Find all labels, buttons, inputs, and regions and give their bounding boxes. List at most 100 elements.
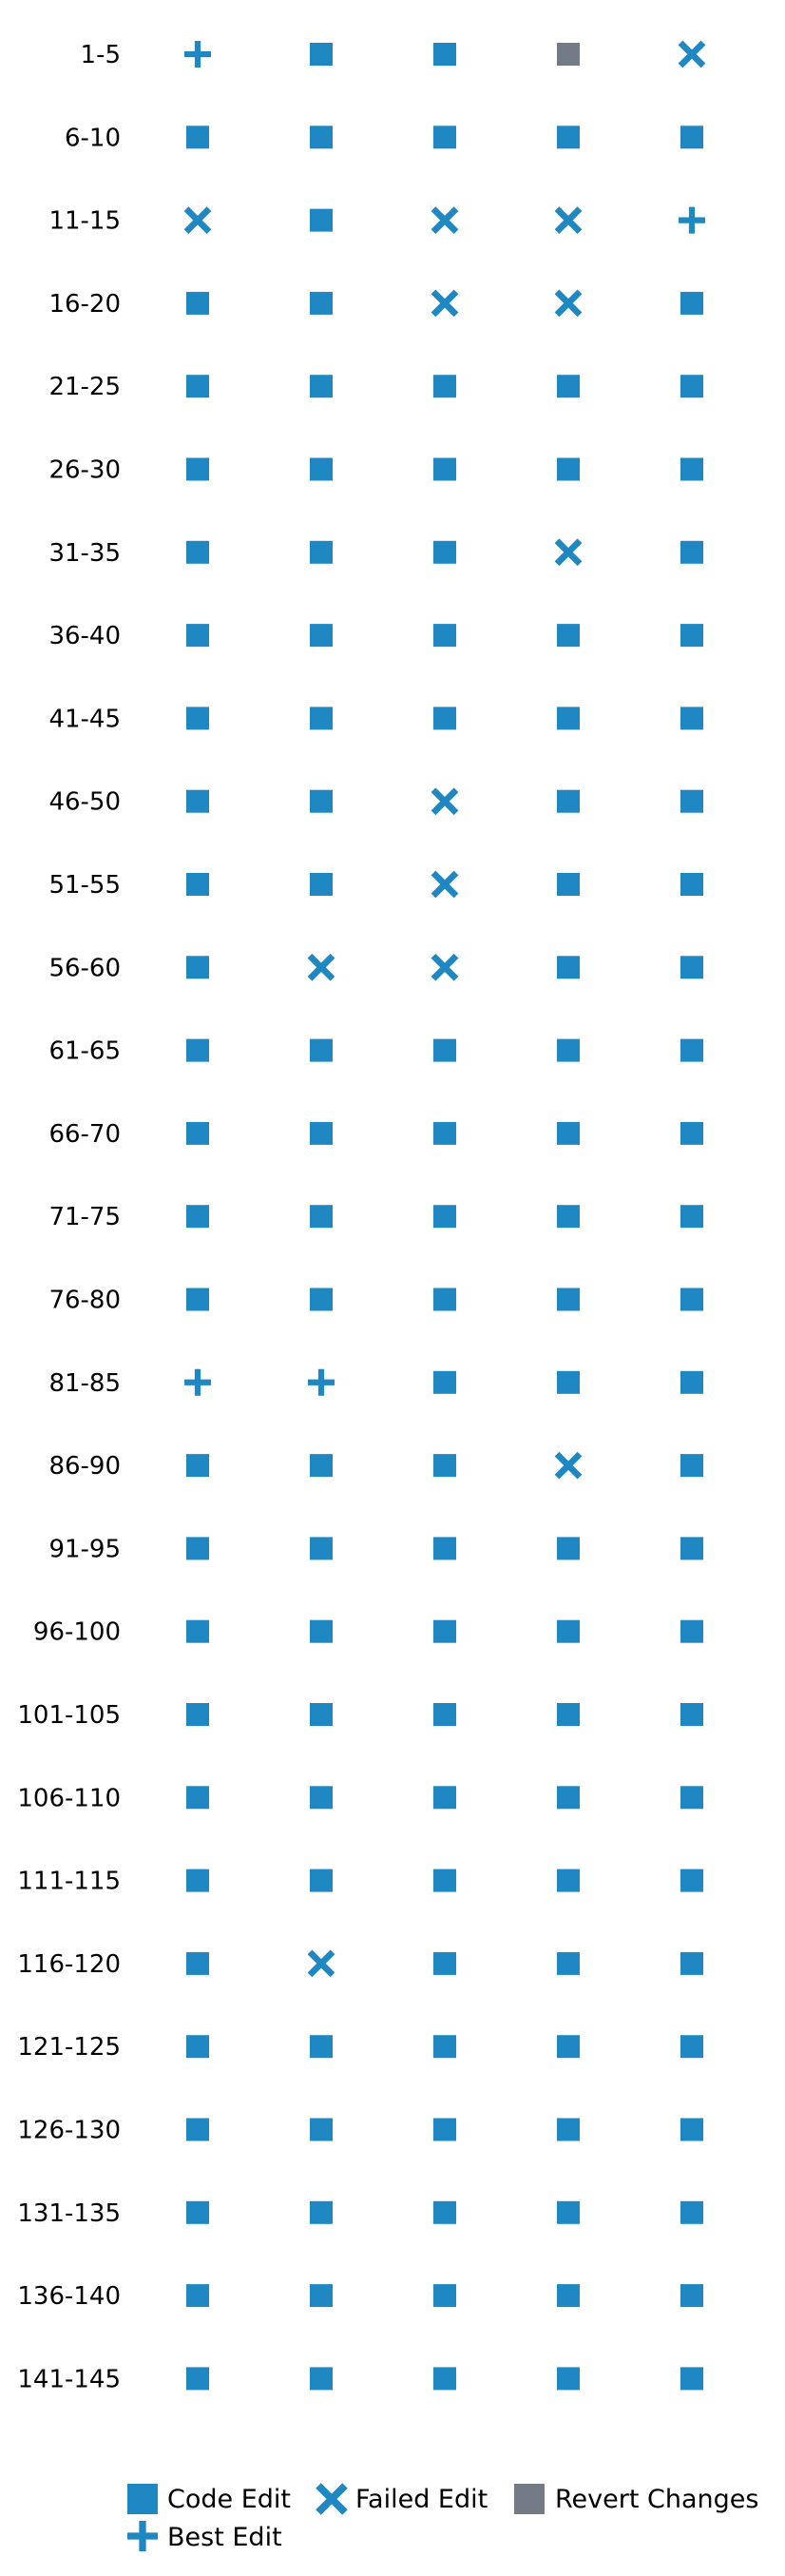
code-edit-mark bbox=[433, 1370, 456, 1394]
code-edit-mark bbox=[310, 2367, 333, 2391]
row-label: 26-30 bbox=[48, 456, 121, 485]
code-edit-mark bbox=[310, 2035, 333, 2059]
legend-x-icon bbox=[316, 2483, 348, 2515]
code-edit-mark bbox=[186, 375, 209, 398]
legend-square-icon bbox=[514, 2484, 545, 2514]
code-edit-mark bbox=[557, 1121, 580, 1145]
code-edit-mark bbox=[310, 707, 333, 730]
code-edit-mark bbox=[433, 2367, 456, 2391]
code-edit-mark bbox=[433, 2035, 456, 2059]
row-label: 141-145 bbox=[17, 2365, 121, 2393]
code-edit-mark bbox=[433, 1288, 456, 1311]
code-edit-mark bbox=[557, 789, 580, 813]
code-edit-mark bbox=[557, 126, 580, 149]
code-edit-mark bbox=[310, 291, 333, 315]
row-label: 116-120 bbox=[17, 1950, 121, 1979]
code-edit-mark bbox=[680, 1537, 703, 1560]
code-edit-mark bbox=[680, 1121, 703, 1145]
code-edit-mark bbox=[680, 956, 703, 979]
code-edit-mark bbox=[310, 2118, 333, 2141]
code-edit-mark bbox=[680, 1619, 703, 1643]
row-label: 61-65 bbox=[48, 1037, 121, 1066]
failed-edit-mark bbox=[431, 206, 459, 234]
code-edit-mark bbox=[186, 1288, 209, 1311]
code-edit-mark bbox=[310, 43, 333, 66]
row-label: 111-115 bbox=[17, 1868, 121, 1896]
code-edit-mark bbox=[433, 1619, 456, 1643]
code-edit-mark bbox=[433, 1454, 456, 1478]
failed-edit-mark bbox=[307, 953, 335, 981]
failed-edit-mark bbox=[554, 206, 583, 234]
code-edit-mark bbox=[557, 1370, 580, 1394]
best-edit-mark bbox=[184, 1368, 211, 1396]
code-edit-mark bbox=[433, 1537, 456, 1560]
code-edit-mark bbox=[680, 2367, 703, 2391]
code-edit-mark bbox=[433, 624, 456, 648]
code-edit-mark bbox=[557, 375, 580, 398]
code-edit-mark bbox=[310, 540, 333, 564]
row-label: 21-25 bbox=[48, 373, 121, 401]
row-labels: 1-5 6-10 11-15 16-20 21-25 26-30 31-35 36-40 41-… bbox=[17, 41, 121, 2393]
code-edit-mark bbox=[186, 457, 209, 481]
code-edit-mark bbox=[557, 873, 580, 896]
row-label: 46-50 bbox=[48, 788, 121, 817]
code-edit-mark bbox=[433, 1786, 456, 1810]
row-label: 71-75 bbox=[48, 1203, 121, 1231]
code-edit-mark bbox=[310, 457, 333, 481]
code-edit-mark bbox=[310, 1205, 333, 1229]
code-edit-mark bbox=[680, 2200, 703, 2224]
code-edit-mark bbox=[310, 1619, 333, 1643]
code-edit-mark bbox=[186, 2284, 209, 2308]
code-edit-mark bbox=[680, 1869, 703, 1892]
code-edit-mark bbox=[680, 1951, 703, 1975]
code-edit-mark bbox=[557, 1703, 580, 1726]
code-edit-mark bbox=[186, 1205, 209, 1229]
row-label: 41-45 bbox=[48, 705, 121, 733]
code-edit-mark bbox=[680, 126, 703, 149]
row-label: 136-140 bbox=[17, 2282, 121, 2311]
code-edit-mark bbox=[310, 1786, 333, 1810]
failed-edit-mark bbox=[431, 870, 459, 899]
code-edit-mark bbox=[186, 126, 209, 149]
code-edit-mark bbox=[310, 1038, 333, 1062]
code-edit-mark bbox=[186, 2367, 209, 2391]
code-edit-mark bbox=[557, 2035, 580, 2059]
legend-plus-icon bbox=[127, 2521, 158, 2551]
best-edit-mark bbox=[184, 41, 211, 68]
row-label: 51-55 bbox=[48, 871, 121, 900]
code-edit-mark bbox=[680, 540, 703, 564]
code-edit-mark bbox=[680, 1288, 703, 1311]
code-edit-mark bbox=[680, 291, 703, 315]
code-edit-mark bbox=[310, 2284, 333, 2308]
row-label: 6-10 bbox=[65, 124, 121, 152]
code-edit-mark bbox=[680, 457, 703, 481]
code-edit-mark bbox=[680, 1370, 703, 1394]
code-edit-mark bbox=[310, 1288, 333, 1311]
code-edit-mark bbox=[310, 208, 333, 232]
code-edit-mark bbox=[557, 707, 580, 730]
code-edit-mark bbox=[186, 291, 209, 315]
code-edit-mark bbox=[433, 2284, 456, 2308]
code-edit-mark bbox=[680, 2118, 703, 2141]
legend-square-icon bbox=[127, 2484, 158, 2514]
code-edit-mark bbox=[680, 707, 703, 730]
code-edit-mark bbox=[557, 1537, 580, 1560]
row-label: 81-85 bbox=[48, 1369, 121, 1398]
best-edit-mark bbox=[679, 206, 705, 234]
code-edit-mark bbox=[680, 873, 703, 896]
code-edit-mark bbox=[310, 1537, 333, 1560]
code-edit-mark bbox=[680, 789, 703, 813]
code-edit-mark bbox=[557, 2200, 580, 2224]
failed-edit-mark bbox=[431, 953, 459, 981]
row-label: 106-110 bbox=[17, 1784, 121, 1812]
code-edit-mark bbox=[310, 624, 333, 648]
legend-label: Code Edit bbox=[167, 2485, 291, 2514]
code-edit-mark bbox=[186, 624, 209, 648]
failed-edit-mark bbox=[431, 289, 459, 318]
code-edit-mark bbox=[557, 1619, 580, 1643]
code-edit-mark bbox=[680, 1205, 703, 1229]
code-edit-mark bbox=[186, 2035, 209, 2059]
code-edit-mark bbox=[680, 1038, 703, 1062]
code-edit-mark bbox=[557, 1288, 580, 1311]
